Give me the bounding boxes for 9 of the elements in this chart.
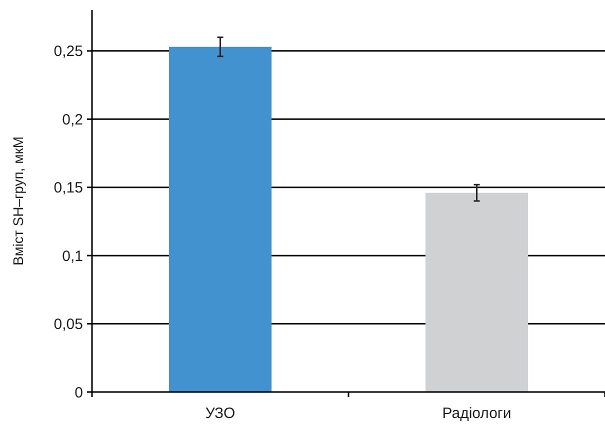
y-tick-label: 0,1 bbox=[62, 248, 83, 265]
y-axis-title: Вміст SH–груп, мкМ bbox=[10, 136, 26, 266]
y-tick-label: 0 bbox=[74, 384, 83, 402]
x-tick-label: Радіологи bbox=[442, 405, 512, 422]
x-tick-label: УЗО bbox=[205, 405, 236, 422]
y-tick-label: 0,05 bbox=[54, 316, 83, 334]
y-tick-label: 0,2 bbox=[62, 111, 83, 128]
y-tick-label: 0,15 bbox=[54, 180, 83, 197]
y-tick-label: 0,25 bbox=[54, 43, 83, 60]
